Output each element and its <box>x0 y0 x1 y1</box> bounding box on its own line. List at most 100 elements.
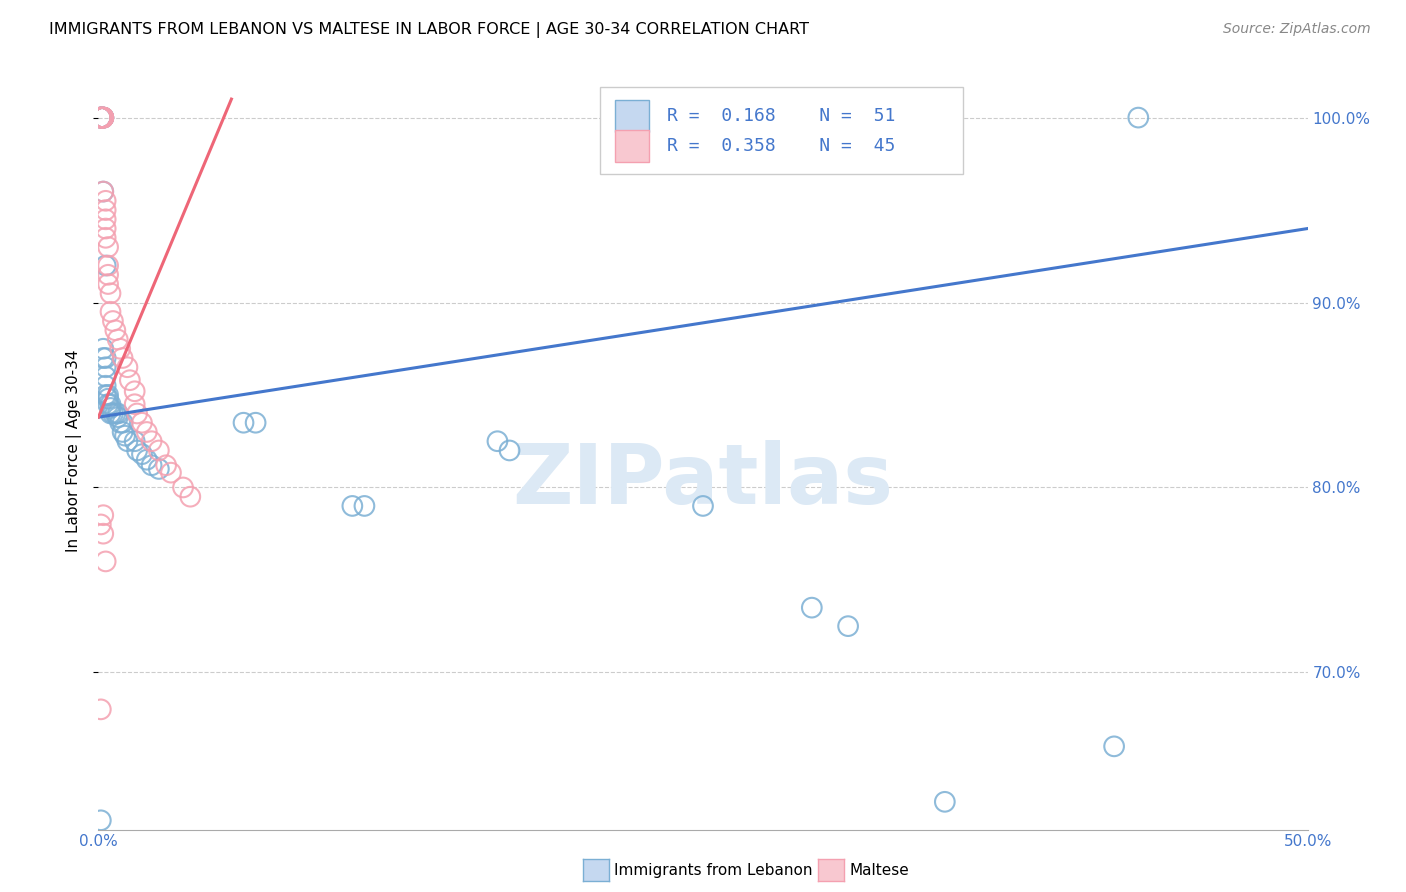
Point <box>97 392 120 406</box>
Text: ZIPatlas: ZIPatlas <box>513 441 893 521</box>
FancyBboxPatch shape <box>614 100 648 132</box>
Point <box>127 443 149 458</box>
Point <box>127 407 149 421</box>
Point <box>97 277 120 291</box>
Point <box>91 111 114 125</box>
Point <box>94 221 117 235</box>
Point <box>111 351 134 365</box>
Point <box>104 323 127 337</box>
Point <box>90 111 112 125</box>
Point <box>131 416 153 430</box>
Point <box>97 397 120 411</box>
Point <box>1102 739 1125 754</box>
Point <box>124 397 146 411</box>
Point <box>107 333 129 347</box>
Point <box>342 499 364 513</box>
Point <box>90 111 112 125</box>
Point <box>91 185 114 199</box>
Point <box>148 462 170 476</box>
Point <box>91 508 114 523</box>
Point <box>160 466 183 480</box>
Point <box>100 305 122 319</box>
Point <box>97 259 120 273</box>
FancyBboxPatch shape <box>600 87 963 174</box>
Point <box>245 416 267 430</box>
Point <box>91 111 114 125</box>
Point <box>131 447 153 461</box>
Point <box>117 360 139 375</box>
Point <box>91 351 114 365</box>
Point <box>94 388 117 402</box>
Point <box>135 452 157 467</box>
Point <box>172 480 194 494</box>
Point <box>90 111 112 125</box>
Point <box>117 434 139 449</box>
Point <box>498 443 520 458</box>
Point <box>100 407 122 421</box>
Point <box>141 434 163 449</box>
Point <box>100 286 122 301</box>
Point <box>135 425 157 439</box>
Point <box>90 111 112 125</box>
Point <box>94 360 117 375</box>
Point <box>90 111 112 125</box>
Point <box>91 111 114 125</box>
Point <box>91 111 114 125</box>
Point <box>91 111 114 125</box>
Point <box>90 111 112 125</box>
Point <box>90 111 112 125</box>
Text: Maltese: Maltese <box>849 863 908 878</box>
Point <box>91 111 114 125</box>
Point <box>148 443 170 458</box>
Point <box>90 111 112 125</box>
Point <box>118 373 141 387</box>
Point <box>94 202 117 217</box>
Point <box>91 111 114 125</box>
Point <box>94 231 117 245</box>
Point <box>111 416 134 430</box>
Point <box>107 410 129 425</box>
Text: Source: ZipAtlas.com: Source: ZipAtlas.com <box>1223 22 1371 37</box>
Point <box>107 407 129 421</box>
Point <box>94 194 117 208</box>
Point <box>91 342 114 356</box>
Point <box>97 240 120 254</box>
FancyBboxPatch shape <box>614 130 648 162</box>
Point <box>486 434 509 449</box>
Point <box>108 416 131 430</box>
Point <box>91 185 114 199</box>
Point <box>90 111 112 125</box>
Point <box>97 268 120 282</box>
Point <box>104 407 127 421</box>
Point <box>94 212 117 227</box>
Text: R =  0.358    N =  45: R = 0.358 N = 45 <box>666 137 896 155</box>
Point <box>90 702 112 716</box>
Point <box>90 517 112 532</box>
Point <box>232 416 254 430</box>
Point <box>94 259 117 273</box>
Point <box>124 434 146 449</box>
Point <box>837 619 859 633</box>
Point <box>353 499 375 513</box>
Text: R =  0.168    N =  51: R = 0.168 N = 51 <box>666 107 896 125</box>
Point <box>155 458 177 473</box>
Point <box>94 351 117 365</box>
Point <box>101 407 124 421</box>
Point <box>91 111 114 125</box>
Point <box>934 795 956 809</box>
Point <box>179 490 201 504</box>
Point <box>90 814 112 828</box>
Point <box>91 111 114 125</box>
Point <box>108 342 131 356</box>
Point <box>94 378 117 392</box>
Point <box>800 600 823 615</box>
Text: Immigrants from Lebanon: Immigrants from Lebanon <box>614 863 813 878</box>
Text: IMMIGRANTS FROM LEBANON VS MALTESE IN LABOR FORCE | AGE 30-34 CORRELATION CHART: IMMIGRANTS FROM LEBANON VS MALTESE IN LA… <box>49 22 810 38</box>
Point <box>100 401 122 415</box>
Point <box>100 397 122 411</box>
Point <box>94 369 117 384</box>
Point <box>114 428 136 442</box>
Point <box>1128 111 1150 125</box>
Point <box>97 388 120 402</box>
Point <box>141 458 163 473</box>
